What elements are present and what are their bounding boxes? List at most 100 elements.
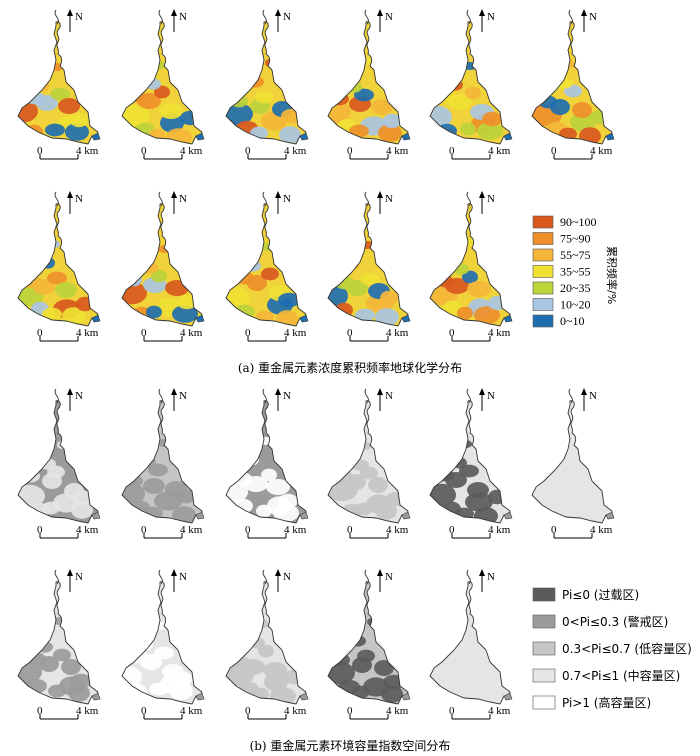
legend-b-label: Pi>1 (高容量区) [562, 695, 651, 710]
scale-distance: 4 km [284, 705, 307, 717]
legend-a-swatch [532, 215, 554, 229]
north-arrow-icon: N [171, 388, 187, 411]
scale-distance: 4 km [386, 524, 409, 536]
scale-bar: 0 4 km [245, 524, 307, 539]
north-label: N [75, 390, 83, 402]
legend-b-label: 0<Pi≤0.3 (警戒区) [562, 614, 668, 629]
scale-zero: 0 [37, 705, 43, 717]
legend-a-label: 55~75 [560, 248, 591, 262]
caption-a: (a) 重金属元素浓度累积频率地球化学分布 [237, 361, 463, 375]
legend-a-label: 90~100 [560, 215, 597, 229]
scale-distance: 4 km [488, 145, 511, 157]
scale-bar: 0 4 km [37, 145, 99, 160]
legend-b-swatch [532, 695, 556, 710]
scale-zero: 0 [141, 327, 147, 339]
map-panel-a-row2-4: N 0 4 km [327, 191, 411, 342]
map-panel-b-row1-4: N 0 4 km [327, 388, 411, 539]
legend-a-swatch [532, 232, 554, 245]
scale-bar: 0 4 km [449, 145, 511, 160]
scale-distance: 4 km [386, 705, 409, 717]
north-label: N [179, 193, 187, 205]
legend-a-item: 75~90 [532, 232, 591, 246]
north-arrow-icon: N [275, 569, 291, 592]
map-panel-a-row1-3: N 0 4 km [225, 9, 309, 160]
scale-distance: 4 km [386, 327, 409, 339]
scale-zero: 0 [141, 524, 147, 536]
scale-zero: 0 [141, 145, 147, 157]
scale-bar: 0 4 km [347, 145, 409, 160]
scale-bar: 0 4 km [141, 705, 203, 720]
map-panel-b-row1-6: N 0 4 km [531, 388, 615, 539]
map-panel-b-row2-1: N 0 4 km [17, 569, 101, 720]
scale-zero: 0 [551, 524, 557, 536]
legend-b-item: 0<Pi≤0.3 (警戒区) [532, 614, 668, 629]
legend-b-item: 0.7<Pi≤1 (中容量区) [532, 668, 680, 683]
legend-a-item: 0~10 [532, 314, 585, 328]
north-arrow-icon: N [479, 191, 495, 214]
map-panel-b-row2-5: N 0 4 km [429, 569, 513, 720]
north-label: N [487, 11, 495, 23]
scale-distance: 4 km [590, 145, 613, 157]
scale-bar: 0 4 km [245, 327, 307, 342]
scale-zero: 0 [449, 327, 455, 339]
scale-bar: 0 4 km [37, 705, 99, 720]
scale-distance: 4 km [180, 705, 203, 717]
scale-distance: 4 km [590, 524, 613, 536]
north-label: N [487, 193, 495, 205]
scale-distance: 4 km [76, 705, 99, 717]
scale-bar: 0 4 km [449, 327, 511, 342]
north-label: N [283, 390, 291, 402]
scale-zero: 0 [347, 705, 353, 717]
scale-zero: 0 [245, 705, 251, 717]
north-label: N [75, 193, 83, 205]
map-panel-a-row1-1: N 0 4 km [17, 9, 101, 160]
scale-distance: 4 km [284, 327, 307, 339]
scale-distance: 4 km [180, 524, 203, 536]
legend-a-item: 90~100 [532, 215, 597, 229]
scale-zero: 0 [37, 524, 43, 536]
scale-zero: 0 [245, 524, 251, 536]
legend-a-item: 20~35 [532, 281, 591, 295]
scale-distance: 4 km [488, 524, 511, 536]
scale-bar: 0 4 km [37, 524, 99, 539]
legend-a-label: 35~55 [560, 265, 591, 279]
north-label: N [589, 11, 597, 23]
north-arrow-icon: N [377, 9, 393, 32]
scale-bar: 0 4 km [551, 145, 613, 160]
legend-a-label: 10~20 [560, 298, 591, 312]
north-arrow-icon: N [479, 388, 495, 411]
scale-bar: 0 4 km [551, 524, 613, 539]
north-arrow-icon: N [67, 388, 83, 411]
map-panel-b-row1-3: N 0 4 km [225, 388, 309, 539]
north-label: N [385, 571, 393, 583]
legend-b-item: Pi≤0 (过载区) [532, 587, 639, 602]
map-panel-a-row1-6: N 0 4 km [531, 9, 615, 160]
scale-bar: 0 4 km [449, 705, 511, 720]
scale-distance: 4 km [284, 145, 307, 157]
map-panel-b-row1-5: N 0 4 km [429, 388, 513, 539]
legend-b-item: Pi>1 (高容量区) [532, 695, 651, 710]
north-label: N [75, 571, 83, 583]
scale-bar: 0 4 km [449, 524, 511, 539]
scale-distance: 4 km [76, 327, 99, 339]
scale-bar: 0 4 km [141, 524, 203, 539]
north-arrow-icon: N [275, 388, 291, 411]
map-panel-a-row2-5: N 0 4 km [429, 191, 513, 342]
scale-zero: 0 [347, 524, 353, 536]
legend-b: Pi≤0 (过载区) 0<Pi≤0.3 (警戒区) 0.3<Pi≤0.7 (低容量区… [532, 587, 692, 710]
north-label: N [487, 571, 495, 583]
scale-zero: 0 [449, 705, 455, 717]
north-arrow-icon: N [67, 569, 83, 592]
legend-a-label: 20~35 [560, 281, 591, 295]
scale-zero: 0 [245, 327, 251, 339]
legend-b-label: 0.3<Pi≤0.7 (低容量区) [562, 641, 692, 656]
scale-bar: 0 4 km [347, 705, 409, 720]
legend-b-swatch [532, 641, 556, 656]
north-arrow-icon: N [377, 191, 393, 214]
scale-bar: 0 4 km [245, 705, 307, 720]
legend-b-swatch [532, 614, 556, 629]
scale-distance: 4 km [180, 327, 203, 339]
map-panel-a-row2-3: N 0 4 km [225, 191, 309, 342]
north-label: N [179, 571, 187, 583]
